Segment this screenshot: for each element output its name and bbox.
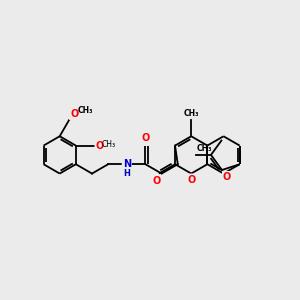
- Text: CH₃: CH₃: [184, 110, 199, 118]
- Text: O: O: [187, 175, 195, 184]
- Text: O: O: [70, 109, 78, 119]
- Text: H: H: [123, 169, 130, 178]
- Text: O: O: [223, 172, 231, 182]
- Text: O: O: [141, 133, 150, 142]
- Text: O: O: [95, 141, 104, 151]
- Text: N: N: [123, 159, 131, 169]
- Text: CH₃: CH₃: [101, 140, 116, 149]
- Text: O: O: [153, 176, 161, 185]
- Text: CH₃: CH₃: [197, 144, 212, 153]
- Text: CH₃: CH₃: [78, 106, 93, 115]
